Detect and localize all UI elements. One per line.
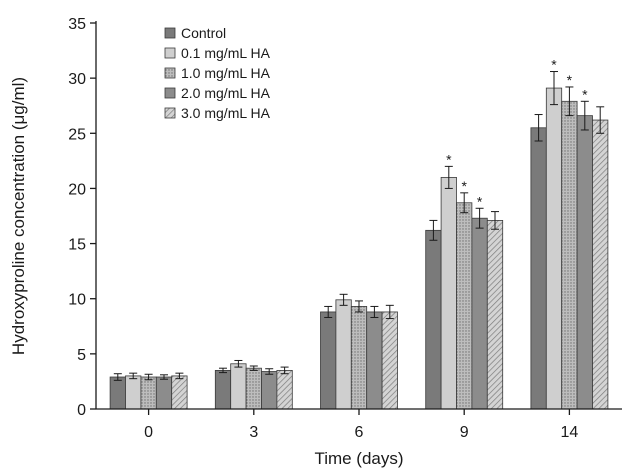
- legend-swatch: [164, 27, 176, 39]
- y-tick-label: 0: [77, 402, 86, 419]
- bar: [561, 100, 578, 410]
- y-tick-label: 10: [68, 292, 86, 309]
- axes: 0 5 10 15 20 25 30 35 0 3 6 9 14 Time (days) Hydrox…: [9, 16, 622, 468]
- y-axis-ticks: 0 5 10 15 20 25 30 35: [68, 16, 96, 419]
- x-tick-label: 14: [561, 424, 579, 441]
- legend-swatch: [164, 67, 176, 79]
- significance-marker: *: [567, 72, 573, 88]
- significance-marker: *: [477, 193, 483, 209]
- plot-area: * * * * * *: [109, 57, 609, 410]
- legend-swatch: [164, 107, 176, 119]
- bar: [276, 369, 293, 410]
- bar: [171, 375, 188, 410]
- x-axis-ticks: 0 3 6 9 14: [144, 409, 578, 441]
- y-tick-label: 25: [68, 126, 86, 143]
- y-axis-title: Hydroxyproline concentration (μg/ml): [9, 77, 28, 355]
- bar: [261, 371, 278, 410]
- bar: [381, 311, 398, 410]
- x-tick-label: 3: [249, 424, 258, 441]
- legend-swatch: [164, 87, 176, 99]
- bar: [320, 311, 337, 410]
- legend-label: 2.0 mg/mL HA: [181, 85, 271, 101]
- bar: [471, 217, 488, 410]
- y-tick-label: 15: [68, 237, 86, 254]
- y-tick-label: 5: [77, 347, 86, 364]
- x-axis-title: Time (days): [314, 449, 403, 468]
- x-tick-label: 9: [460, 424, 469, 441]
- bar: [335, 299, 352, 410]
- bar: [530, 127, 547, 410]
- legend-label: Control: [181, 25, 226, 41]
- significance-marker: *: [582, 86, 588, 102]
- significance-marker: *: [461, 178, 467, 194]
- bar: [545, 87, 563, 410]
- y-tick-label: 30: [68, 71, 86, 88]
- y-tick-label: 35: [68, 16, 86, 33]
- bar: [230, 363, 247, 410]
- bar: [425, 229, 442, 410]
- legend-swatch: [164, 47, 176, 59]
- bar: [214, 369, 232, 410]
- legend: Control 0.1 mg/mL HA 1.0 mg/mL HA 2.0 mg/mL…: [164, 25, 271, 121]
- bar: [440, 176, 457, 410]
- bar: [125, 375, 142, 410]
- bar: [366, 311, 383, 410]
- bar: [576, 115, 593, 410]
- x-tick-label: 0: [144, 424, 153, 441]
- bar: [155, 376, 173, 410]
- bar: [109, 376, 126, 410]
- legend-label: 0.1 mg/mL HA: [181, 45, 271, 61]
- legend-label: 3.0 mg/mL HA: [181, 105, 271, 121]
- bar: [456, 202, 473, 410]
- significance-marker: *: [551, 57, 557, 73]
- bar: [245, 367, 262, 410]
- bar: [486, 220, 504, 410]
- significance-marker: *: [446, 151, 452, 167]
- bar: [350, 306, 368, 410]
- x-tick-label: 6: [355, 424, 364, 441]
- legend-label: 1.0 mg/mL HA: [181, 65, 271, 81]
- bar: [140, 376, 157, 410]
- bar: [592, 119, 609, 410]
- y-tick-label: 20: [68, 181, 86, 198]
